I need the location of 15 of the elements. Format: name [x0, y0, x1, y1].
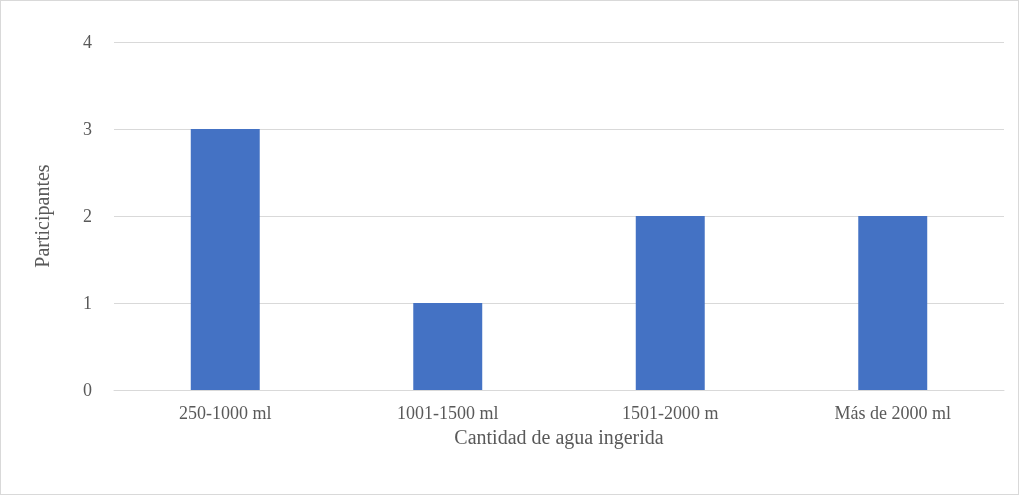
y-tick-label: 3 — [83, 119, 92, 139]
y-tick-label: 2 — [83, 206, 92, 226]
bar — [635, 216, 705, 390]
y-tick-label: 1 — [83, 293, 92, 313]
x-tick-label: 1001-1500 ml — [397, 403, 499, 423]
bar — [413, 303, 483, 390]
y-tick-label: 0 — [83, 380, 92, 400]
x-tick-label: 1501-2000 m — [622, 403, 719, 423]
bar — [858, 216, 928, 390]
y-tick-label: 4 — [83, 32, 92, 52]
bar — [190, 129, 260, 390]
x-tick-label: Más de 2000 ml — [834, 403, 951, 423]
x-tick-label: 250-1000 ml — [179, 403, 272, 423]
x-axis-title: Cantidad de agua ingerida — [454, 425, 664, 449]
y-axis-title: Participantes — [31, 164, 54, 268]
